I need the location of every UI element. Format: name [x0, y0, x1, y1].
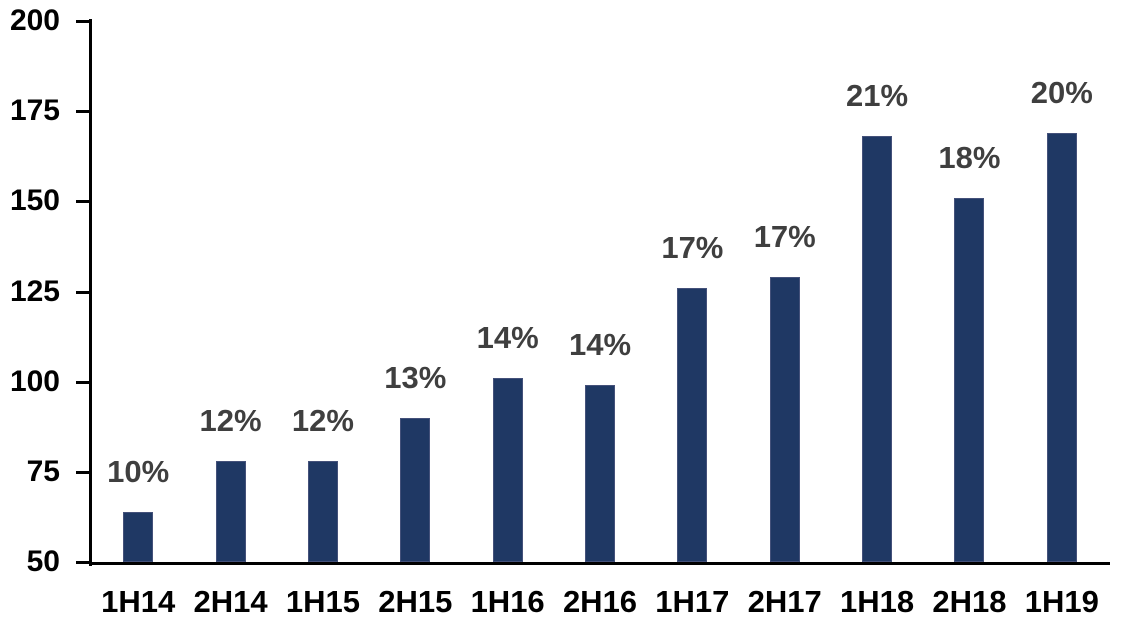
x-category-label: 1H14 [101, 584, 176, 619]
bar-1H18 [862, 136, 893, 562]
bar-1H14 [123, 511, 154, 562]
y-tick-mark [76, 290, 89, 294]
bar-2H17 [769, 277, 800, 562]
bar-value-label: 14% [476, 320, 539, 356]
x-category-label: 2H16 [562, 584, 638, 619]
y-tick-label: 50 [26, 545, 60, 578]
x-category-label: 2H18 [932, 584, 1007, 619]
x-category-label: 1H18 [840, 584, 915, 619]
bar-2H18 [954, 197, 985, 562]
bar-1H19 [1046, 132, 1077, 562]
x-category-label: 1H15 [285, 584, 360, 619]
x-category-label: 1H16 [470, 584, 545, 619]
y-axis-line [89, 19, 92, 566]
y-tick-mark [76, 20, 89, 23]
bar-1H16 [492, 378, 523, 562]
y-tick-label: 125 [9, 274, 60, 308]
x-category-label: 2H17 [747, 584, 822, 619]
x-category-label: 2H15 [378, 584, 453, 619]
y-tick-label: 200 [9, 4, 60, 37]
y-tick-mark [76, 200, 89, 204]
bar-value-label: 14% [568, 327, 632, 363]
bar-value-label: 20% [1030, 74, 1093, 110]
bar-1H15 [307, 461, 338, 562]
x-category-label: 1H17 [655, 584, 730, 619]
y-tick-label: 75 [26, 454, 60, 488]
y-tick-label: 175 [9, 94, 60, 128]
x-category-label: 2H14 [193, 584, 268, 619]
bar-2H14 [215, 461, 246, 562]
y-tick-mark [76, 380, 89, 384]
bar-2H16 [585, 385, 615, 562]
bar-value-label: 21% [846, 78, 909, 114]
y-tick-mark [76, 470, 89, 474]
y-tick-mark [76, 110, 89, 114]
bar-1H17 [677, 287, 708, 562]
bar-value-label: 17% [753, 219, 816, 255]
bar-value-label: 17% [661, 229, 724, 265]
bar-value-label: 10% [107, 453, 170, 489]
y-tick-label: 150 [9, 184, 60, 218]
bar-value-label: 18% [938, 139, 1001, 175]
y-tick-mark [76, 561, 89, 564]
bar-value-label: 12% [291, 403, 354, 438]
bar-value-label: 12% [199, 403, 262, 438]
bar-value-label: 13% [384, 359, 447, 395]
bar-2H15 [400, 417, 431, 562]
x-category-label: 1H19 [1024, 584, 1099, 619]
x-axis-line [89, 562, 1110, 565]
y-tick-label: 100 [9, 364, 60, 398]
